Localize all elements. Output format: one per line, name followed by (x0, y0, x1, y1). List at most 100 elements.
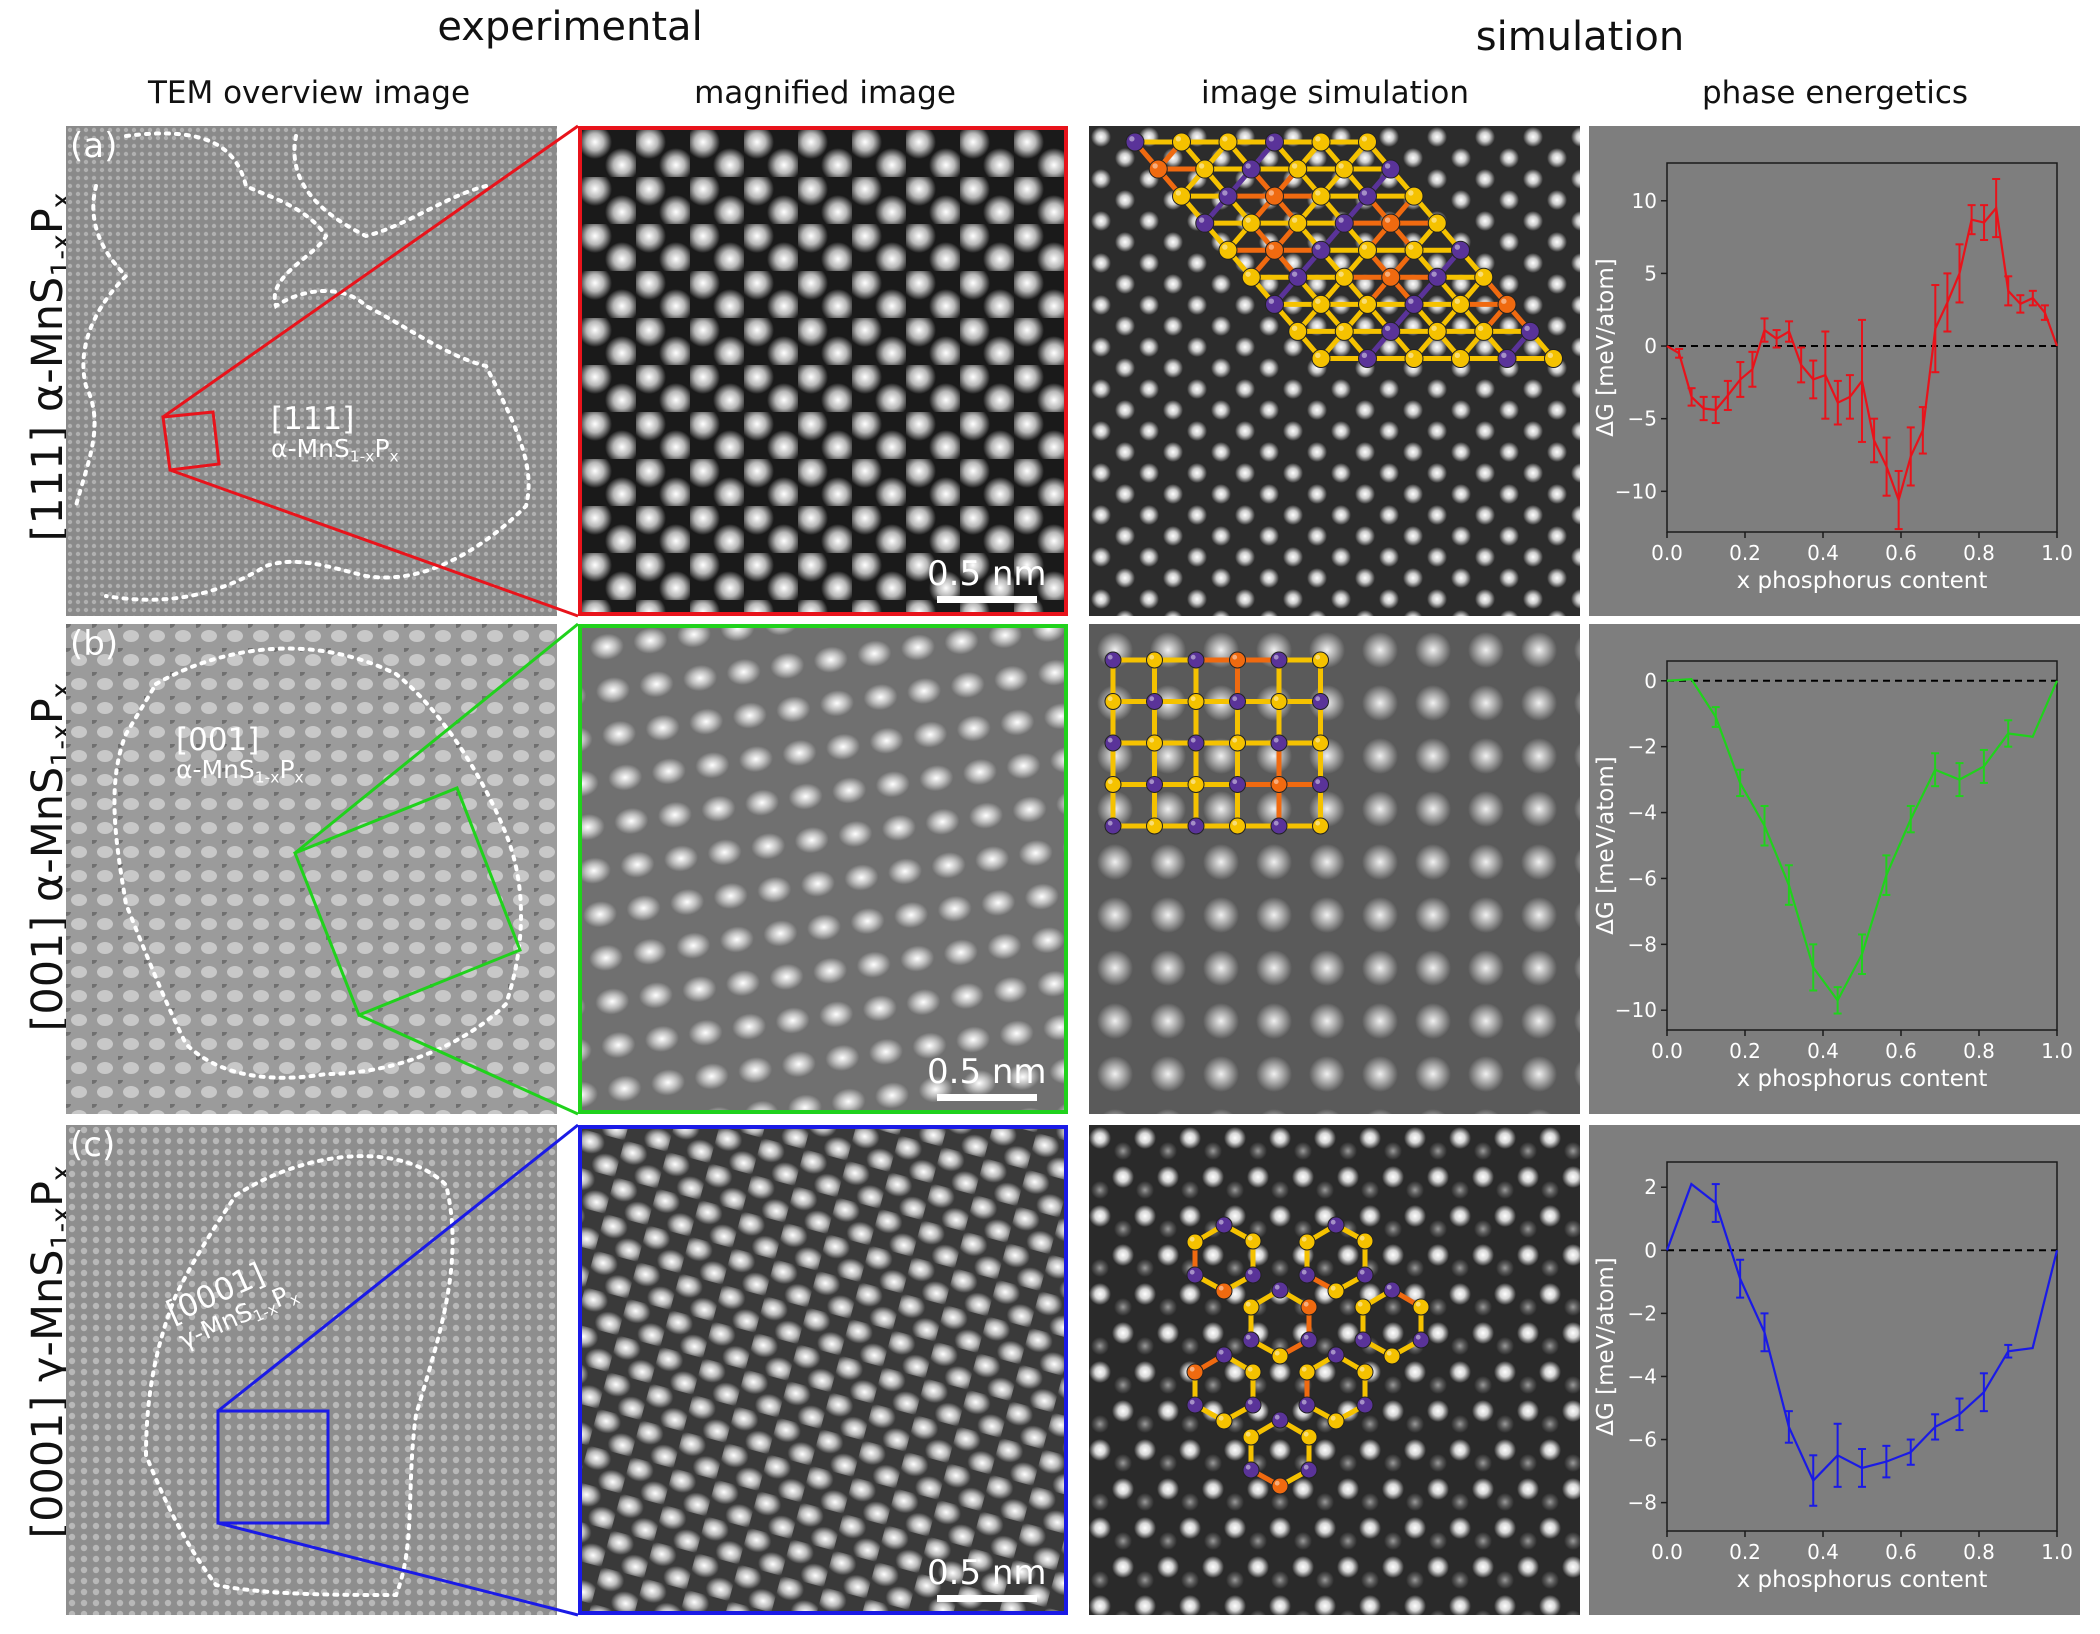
header-image-simulation: image simulation (1200, 75, 1469, 111)
atomic-structure-a (1125, 132, 1563, 368)
error-bar (1979, 748, 1988, 784)
x-tick-label: 1.0 (2041, 1540, 2073, 1564)
scalebar-b (937, 1094, 1037, 1101)
atom-highlight (1190, 737, 1196, 743)
y-axis-label: ΔG [meV/atom] (1593, 1257, 1619, 1435)
atom-highlight (1315, 654, 1321, 660)
error-bar (1833, 986, 1842, 1015)
atom-highlight (1129, 136, 1135, 142)
atom-highlight (1303, 1334, 1309, 1340)
y-tick-label: 0 (1644, 334, 1657, 358)
x-axis-label: x phosphorus content (1737, 1567, 1988, 1593)
error-bar (1931, 752, 1940, 788)
x-tick-label: 0.2 (1729, 1039, 1761, 1063)
error-bar (1931, 284, 1940, 374)
error-bar (2004, 275, 2013, 307)
atom (1311, 348, 1331, 368)
atom (1244, 1396, 1262, 1414)
atom-highlight (1330, 1349, 1336, 1355)
inset-phase-a: α-MnS1-xPx (271, 433, 399, 466)
atom (1298, 1363, 1316, 1381)
atom-highlight (1232, 737, 1238, 743)
error-bar (1833, 1422, 1842, 1488)
image-simulation-c (1089, 1125, 1580, 1615)
atom-highlight (1384, 217, 1391, 223)
error-bar (1918, 406, 1927, 455)
atom-highlight (1454, 352, 1461, 359)
atom (1271, 1477, 1289, 1495)
atom-highlight (1245, 217, 1251, 223)
atom-highlight (1245, 1301, 1251, 1307)
atom (1218, 240, 1238, 260)
atomic-structure-c (1186, 1216, 1430, 1495)
x-tick-label: 0.8 (1963, 1540, 1995, 1564)
atom-highlight (1273, 696, 1279, 702)
error-bar (1809, 943, 1818, 992)
y-tick-label: −10 (1615, 998, 1657, 1022)
x-tick-label: 0.0 (1651, 541, 1683, 565)
atom (1104, 651, 1122, 669)
y-tick-label: −4 (1628, 1364, 1657, 1388)
error-bar (1711, 395, 1720, 425)
atom-highlight (1454, 244, 1461, 250)
atom-highlight (1384, 325, 1391, 331)
error-bar (1711, 1183, 1720, 1223)
atom-highlight (1245, 271, 1251, 277)
atom (1148, 159, 1168, 179)
error-bar (1980, 204, 1989, 241)
atom (1356, 1363, 1374, 1381)
atom (1242, 1298, 1260, 1316)
atom (1520, 321, 1540, 341)
error-bar (1955, 1397, 1964, 1432)
error-bar (1992, 177, 2001, 239)
atom (1311, 186, 1331, 206)
scalebar-label-c: 0.5 nm (927, 1553, 1047, 1593)
error-bar (2040, 304, 2049, 321)
atom-highlight (1361, 298, 1368, 304)
atom-highlight (1268, 298, 1275, 304)
atom (1312, 651, 1329, 669)
atom (1242, 1428, 1260, 1446)
tem-texture-c (66, 1125, 557, 1615)
x-tick-label: 0.6 (1885, 1039, 1917, 1063)
atom-highlight (1107, 737, 1113, 743)
atom (1215, 1346, 1233, 1364)
atom-highlight (1273, 737, 1279, 743)
atom (1381, 267, 1401, 287)
y-axis-label: ΔG [meV/atom] (1593, 258, 1619, 436)
error-bar (1675, 347, 1684, 359)
atom-highlight (1301, 1236, 1307, 1242)
tem-texture-a (66, 126, 557, 616)
atom (1334, 159, 1354, 179)
atomic-structure-b (1104, 651, 1329, 835)
atom (1186, 1266, 1204, 1284)
x-tick-label: 1.0 (2041, 1039, 2073, 1063)
atom-highlight (1431, 217, 1437, 223)
error-bar (1894, 469, 1903, 531)
atom-highlight (1247, 1235, 1253, 1241)
energetics-chart-c: 0.0 0.2 0.4 0.6 0.8 1.0 2 0 −2 −4 −6 −8 x phosphorus… (1593, 1161, 2073, 1593)
atom-highlight (1245, 1464, 1251, 1470)
atom (1412, 1298, 1430, 1316)
atom-highlight (1431, 325, 1437, 331)
inset-direction-a: [111] (271, 401, 355, 437)
atom (1497, 294, 1517, 314)
plot-frame (1666, 1161, 2058, 1532)
simulation-texture-c (1089, 1125, 1580, 1615)
inset-direction-b: [001] (176, 722, 260, 758)
atom-highlight (1198, 217, 1205, 223)
plot-frame (1666, 660, 2058, 1031)
atom-highlight (1408, 190, 1414, 196)
inset-phase-b: α-MnS1-xPx (176, 754, 304, 787)
error-bar (1687, 387, 1696, 407)
atom (1244, 1363, 1262, 1381)
atom-highlight (1501, 352, 1507, 359)
atom (1427, 321, 1447, 341)
magnified-texture-a (582, 130, 1064, 612)
atom-highlight (1359, 1399, 1365, 1405)
error-bar (1870, 417, 1879, 464)
atom (1358, 240, 1377, 260)
atom-highlight (1415, 1301, 1421, 1307)
atom (1265, 240, 1284, 260)
atom-highlight (1315, 696, 1321, 702)
